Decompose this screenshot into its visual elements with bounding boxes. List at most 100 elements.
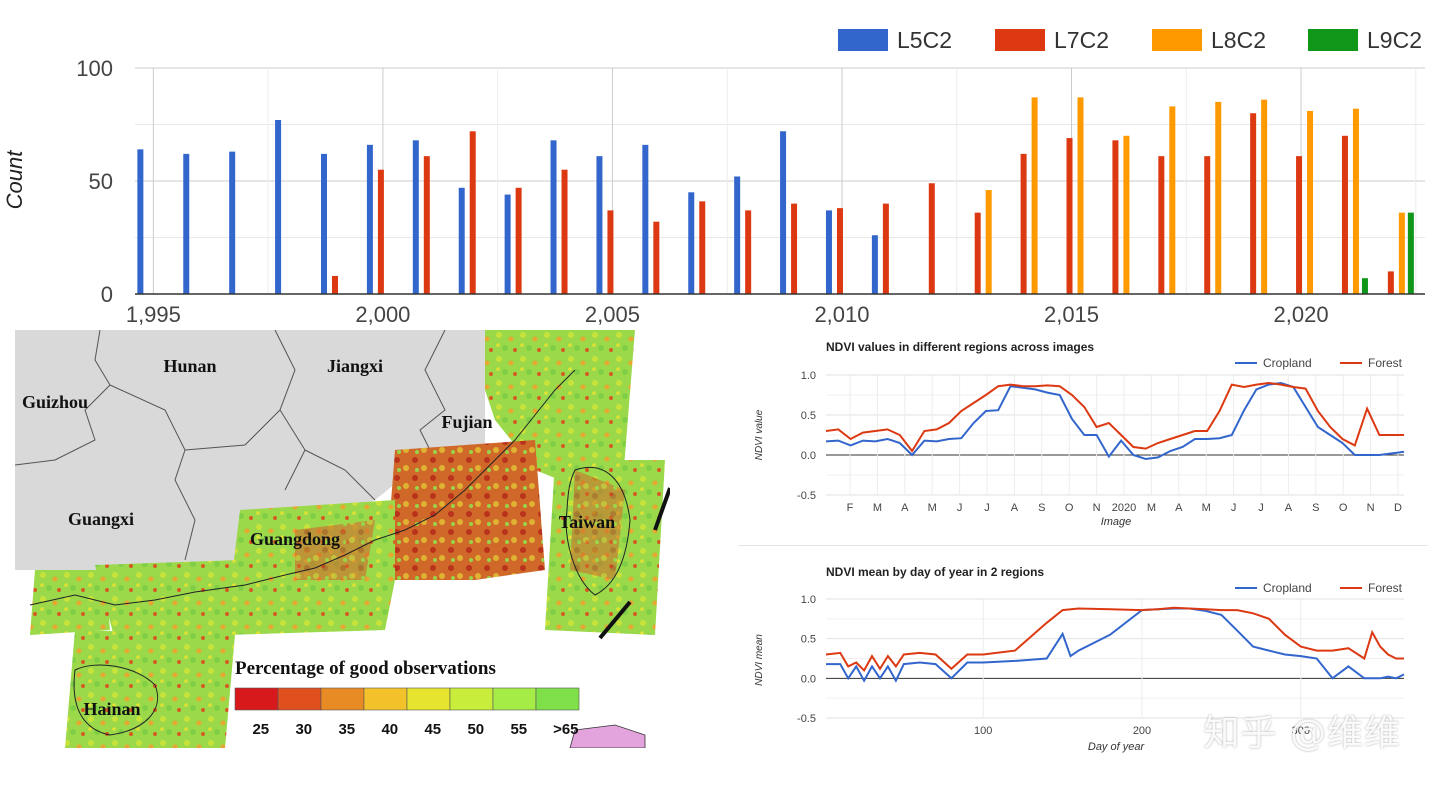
bar-L7C2-2011 [882,203,889,294]
province-label-hunan: Hunan [163,356,216,376]
legend-label-forest: Forest [1368,356,1403,370]
philippines-region [569,724,646,749]
province-label-fujian: Fujian [441,412,492,432]
bar-legend-label-L9C2: L9C2 [1367,27,1422,53]
ts2-series [825,606,1405,683]
y-tick-label: -0.5 [797,490,816,502]
bar-L7C2-2014 [1020,153,1027,294]
landsat-count-chart: 0 50 100 1,995 2,000 2,005 2,010 2,015 2,020 L5C… [0,0,1437,330]
bar-L5C2-2007 [688,192,695,294]
x-tick-label: J [1258,502,1264,514]
bar-L5C2-1995 [137,149,144,294]
bar-L5C2-2004 [550,140,557,294]
bar-L8C2-2014 [1031,97,1038,294]
bar-L5C2-2008 [734,176,741,294]
bar-legend-label-L5C2: L5C2 [897,27,952,53]
bar-legend-swatch-L8C2 [1152,29,1202,51]
bar-L8C2-2022 [1398,212,1405,294]
bar-legend-label-L7C2: L7C2 [1054,27,1109,53]
bar-y-axis-title: Count [2,150,27,210]
ts2-x-axis-title: Day of year [1088,741,1146,753]
bar-L7C2-2004 [561,169,568,294]
y-tick-label: 0.5 [801,634,816,646]
bar-L7C2-2001 [423,156,430,294]
bar-L8C2-2015 [1077,97,1084,294]
bar-L5C2-1996 [183,153,190,294]
ts2-title: NDVI mean by day of year in 2 regions [826,565,1044,579]
bar-L5C2-2002 [458,187,465,294]
x-tick-label: N [1093,502,1101,514]
bar-axes: 0 50 100 1,995 2,000 2,005 2,010 2,015 2,020 [76,56,1425,327]
x-tick-label: A [1285,502,1293,514]
map-legend-swatch [449,687,494,711]
ts1-series [825,381,1405,461]
x-tick-label: 300 [1292,725,1310,737]
province-label-guangdong: Guangdong [250,529,340,549]
bar-L7C2-2021 [1341,135,1348,294]
y-tick-label: -0.5 [797,713,816,725]
x-tick-label: S [1038,502,1045,514]
province-boundaries [14,329,446,561]
map-legend-label: 45 [424,721,441,738]
bar-L7C2-2000 [377,169,384,294]
bar-L7C2-2017 [1158,156,1165,294]
x-tick-label: 100 [974,725,992,737]
map-legend-swatch [492,687,537,711]
y-tick-label: 1.0 [801,370,816,382]
bar-L8C2-2013 [985,190,992,294]
x-tick-label: A [901,502,909,514]
map-legend-label: >65 [553,721,578,738]
x-tick-label: N [1367,502,1375,514]
bar-L7C2-2013 [974,212,981,294]
bar-L7C2-2008 [745,210,752,294]
bar-L5C2-2010 [825,210,832,294]
x-tick-label: A [1175,502,1183,514]
ts2-legend: Cropland Forest [1235,581,1403,595]
map-legend-swatches [234,687,580,711]
bar-legend-swatch-L7C2 [995,29,1045,51]
bar-L5C2-2006 [642,144,649,294]
y-tick-label: 0.5 [801,410,816,422]
x-tick-label: J [957,502,963,514]
bar-legend-swatch-L9C2 [1308,29,1358,51]
map-legend-swatch [363,687,408,711]
ts1-legend: Cropland Forest [1235,356,1403,370]
ts2-axes: 1.0 0.5 0.0 -0.5 100 200 300 [797,594,1310,737]
y-tick-label: 0.0 [801,450,816,462]
bar-chart-svg: 0 50 100 1,995 2,000 2,005 2,010 2,015 2,020 L5C… [2,27,1425,327]
x-tick-label: 2020 [1112,502,1136,514]
bar-y-tick-label: 50 [89,169,113,194]
map-legend-swatch [320,687,365,711]
bar-L7C2-2019 [1250,113,1257,294]
bar-marks [137,97,1414,295]
province-labels: Hunan Jiangxi Guizhou Fujian Guangxi Gua… [22,356,615,719]
bar-L5C2-1998 [275,119,282,294]
bar-x-tick-label: 2,010 [814,302,869,327]
bar-L7C2-2015 [1066,138,1073,294]
bar-L7C2-2012 [928,183,935,294]
map-legend-swatch [535,687,580,711]
scan-line-mark-bottom [598,600,632,640]
province-label-hainan: Hainan [83,699,140,719]
ts1-x-axis-title: Image [1101,516,1132,528]
bar-L7C2-1999 [331,275,338,294]
legend-label-forest: Forest [1368,581,1403,595]
bar-L8C2-2020 [1307,110,1314,294]
bar-L8C2-2016 [1123,135,1130,294]
good-observations-map: Hunan Jiangxi Guizhou Fujian Guangxi Gua… [14,329,672,749]
series-line-forest [825,381,1404,453]
bar-L5C2-2011 [871,235,878,294]
series-line-cropland [825,381,1405,461]
bar-L7C2-2010 [836,208,843,294]
map-svg: Hunan Jiangxi Guizhou Fujian Guangxi Gua… [14,329,672,749]
province-label-jiangxi: Jiangxi [327,356,383,376]
bar-L8C2-2021 [1352,108,1359,295]
x-tick-label: J [1231,502,1237,514]
x-tick-label: F [847,502,854,514]
bar-L9C2-2022 [1407,212,1414,294]
bar-L7C2-2005 [607,210,614,294]
bar-L5C2-1999 [320,153,327,294]
map-legend-swatch [234,687,279,711]
mainland-gray-region [15,330,555,570]
series-line-cropland [826,607,1405,683]
